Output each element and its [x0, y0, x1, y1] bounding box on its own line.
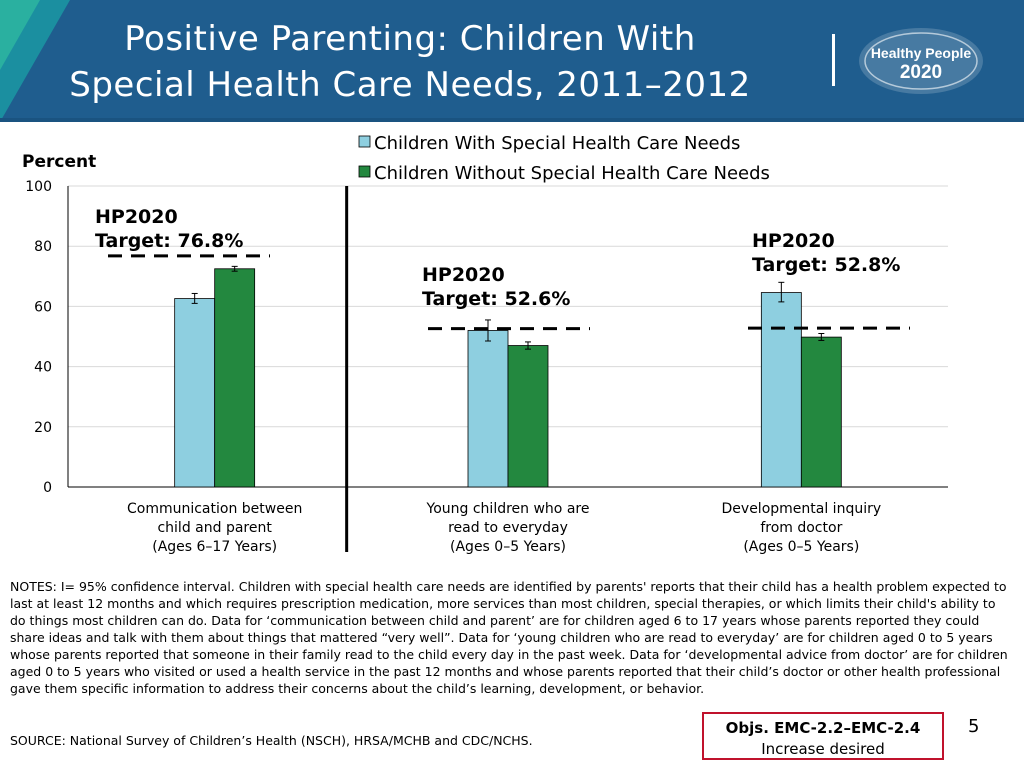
objectives-box: Objs. EMC-2.2–EMC-2.4 Increase desired	[702, 712, 944, 760]
healthy-people-logo: Healthy People 2020	[859, 28, 983, 94]
target-label-3-line1: HP2020	[752, 230, 835, 252]
target-label-1-line1: HP2020	[95, 206, 178, 228]
y-tick-label-100: 100	[25, 179, 52, 195]
target-label-2-line2: Target: 52.6%	[422, 288, 570, 310]
legend-swatch-series2	[358, 165, 371, 178]
legend-label-series1: Children With Special Health Care Needs	[374, 133, 740, 154]
objectives-label: Objs. EMC-2.2–EMC-2.4	[725, 719, 921, 737]
source-text: SOURCE: National Survey of Children’s He…	[10, 733, 533, 748]
y-tick-label-60: 60	[34, 299, 52, 315]
legend-label-series2: Children Without Special Health Care Nee…	[374, 163, 770, 184]
bars	[174, 265, 842, 488]
notes-text: NOTES: I= 95% confidence interval. Child…	[10, 579, 1008, 696]
header-divider	[832, 34, 835, 86]
target-label-1-line2: Target: 76.8%	[95, 230, 243, 252]
bar-series1-cat3	[760, 292, 802, 488]
target-label-3-line2: Target: 52.8%	[752, 254, 900, 276]
bar-series2-cat2	[507, 345, 549, 488]
category-label-2-line1: Young children who are	[426, 501, 590, 517]
category-label-2-line3: (Ages 0–5 Years)	[450, 539, 566, 555]
bar-series1-cat2	[467, 330, 509, 488]
category-label-3-line1: Developmental inquiry	[722, 501, 882, 517]
target-label-2-line1: HP2020	[422, 264, 505, 286]
y-tick-label-40: 40	[34, 360, 52, 376]
page-number: 5	[968, 716, 980, 737]
category-label-2-line2: read to everyday	[448, 520, 568, 536]
y-tick-label-0: 0	[43, 480, 52, 496]
bar-series1-cat1	[174, 298, 216, 488]
category-label-1-line2: child and parent	[157, 520, 272, 536]
labels: Communication between child and parent (Ag…	[127, 501, 881, 555]
category-label-1-line3: (Ages 6–17 Years)	[152, 539, 277, 555]
y-tick-label-80: 80	[34, 239, 52, 255]
bar-series2-cat3	[800, 336, 842, 488]
y-tick-label-20: 20	[34, 420, 52, 436]
objectives-note: Increase desired	[761, 740, 885, 758]
y-axis-title: Percent	[22, 152, 96, 172]
page-title: Positive Parenting: Children With Specia…	[69, 19, 751, 105]
legend-swatch-series1	[358, 135, 371, 148]
header-accent-shape-light	[0, 0, 40, 70]
bar-series2-cat1	[214, 268, 256, 488]
header-banner: Positive Parenting: Children With Specia…	[0, 0, 1024, 122]
logo-text-line1: Healthy People	[871, 45, 972, 61]
category-label-3-line3: (Ages 0–5 Years)	[743, 539, 859, 555]
header-stripe	[0, 118, 1024, 122]
category-label-3-line2: from doctor	[760, 520, 842, 536]
category-label-1-line1: Communication between	[127, 501, 302, 517]
legend: Children With Special Health Care Needs C…	[358, 133, 770, 184]
logo-text-line2: 2020	[900, 62, 942, 83]
